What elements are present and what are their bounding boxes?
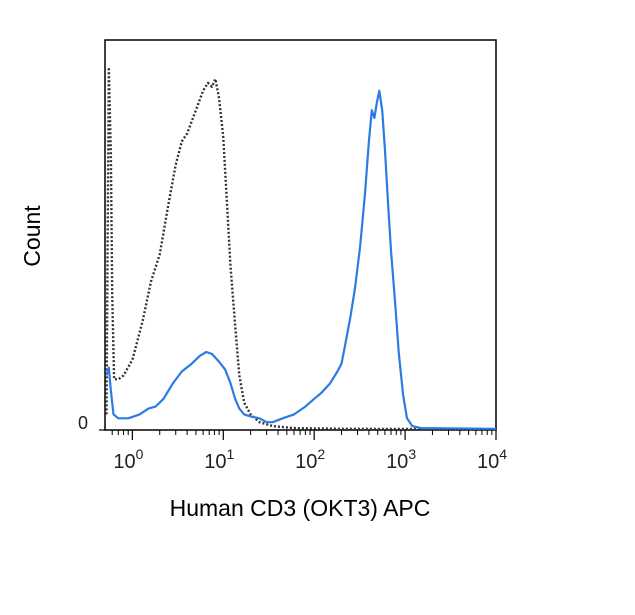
y-axis-title: Count (19, 205, 45, 267)
x-tick-label: 104 (477, 446, 507, 473)
stained-histogram-line (105, 89, 497, 430)
control-histogram-line (105, 66, 497, 431)
x-tick-label: 103 (386, 446, 416, 473)
x-tick-label: 100 (113, 446, 143, 473)
y-tick-label: 0 (78, 413, 88, 433)
series-layer (105, 66, 497, 431)
y-axis-ticks: 0 (78, 413, 105, 433)
x-axis-title: Human CD3 (OKT3) APC (170, 495, 431, 521)
x-tick-label: 101 (204, 446, 234, 473)
x-axis-ticks: 100 101 102 103 104 (111, 430, 507, 473)
x-tick-label: 102 (295, 446, 325, 473)
